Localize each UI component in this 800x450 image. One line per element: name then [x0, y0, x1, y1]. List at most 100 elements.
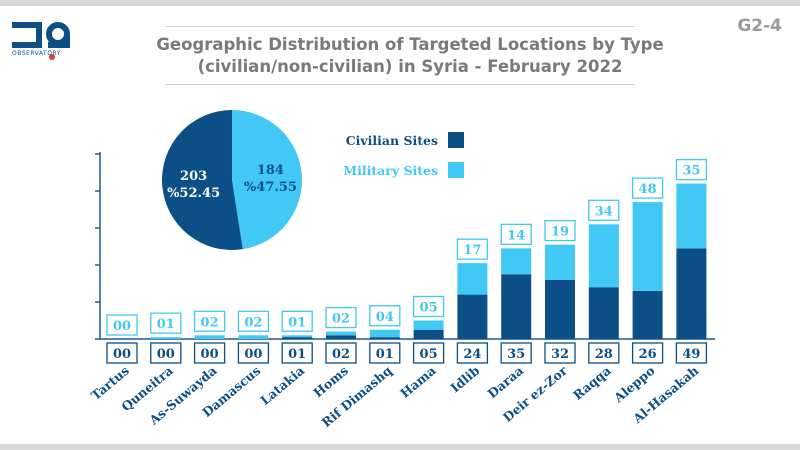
bar-military	[194, 335, 225, 339]
bar-civilian	[457, 294, 488, 339]
bar-civilian	[545, 279, 575, 339]
civilian-data-label: 35	[507, 347, 525, 362]
military-data-label: 01	[157, 317, 175, 332]
bar-civilian	[588, 287, 619, 339]
bar-civilian	[413, 329, 444, 339]
bar-military	[413, 320, 444, 330]
military-data-label: 02	[201, 315, 219, 330]
military-data-label: 17	[463, 243, 481, 258]
bottom-border	[0, 444, 800, 450]
logo-caption: OBSERVATORY	[12, 50, 61, 57]
pie-slice-military	[232, 110, 303, 250]
military-label-box	[237, 310, 270, 332]
bar-military	[326, 331, 356, 336]
pie-slice-civilian	[162, 110, 243, 250]
military-label-box	[412, 295, 445, 318]
civilian-label-box	[325, 342, 357, 364]
bar-military	[676, 183, 707, 249]
bar-civilian	[632, 290, 663, 339]
civilian-data-label: 01	[288, 347, 306, 362]
bar-military	[369, 329, 400, 338]
military-label-box	[281, 310, 313, 332]
legend-label-military: Military Sites	[343, 163, 438, 178]
bar-civilian	[676, 248, 707, 339]
chart-title-line1: Geographic Distribution of Targeted Loca…	[156, 35, 664, 54]
military-data-label: 04	[376, 310, 394, 325]
military-label-box	[544, 219, 576, 242]
military-label-box	[500, 223, 532, 246]
civilian-label-box	[588, 342, 620, 364]
civilian-data-label: 49	[682, 347, 700, 362]
military-data-label: 48	[639, 182, 657, 197]
x-tick-label: Idlib	[448, 363, 483, 396]
x-tick-label: Raqqa	[570, 363, 614, 403]
civilian-label-box	[675, 342, 708, 364]
military-label-box	[631, 177, 664, 199]
civilian-data-label: 28	[595, 347, 613, 362]
civilian-label-box	[631, 342, 664, 364]
bar-civilian	[369, 337, 400, 339]
chart-title: Geographic Distribution of Targeted Loca…	[150, 34, 670, 78]
chart-title-line2: (civilian/non-civilian) in Syria - Febru…	[197, 57, 623, 76]
civilian-data-label: 26	[639, 347, 657, 362]
title-rule-bottom	[165, 84, 635, 85]
civilian-label-box	[500, 342, 532, 364]
military-label-box	[150, 312, 182, 334]
title-rule-top	[165, 26, 635, 27]
bar-military	[150, 337, 181, 339]
legend-swatch-civilian	[448, 132, 464, 148]
civilian-data-label: 02	[332, 347, 350, 362]
civilian-data-label: 32	[551, 347, 569, 362]
chart-code: G2-4	[737, 16, 782, 36]
bar-military	[632, 202, 663, 291]
military-data-label: 02	[332, 312, 350, 327]
legend-swatch-military	[448, 162, 464, 178]
military-data-label: 05	[420, 301, 438, 316]
civilian-label-box	[456, 342, 489, 364]
military-label-box	[675, 158, 708, 181]
bar-military	[501, 248, 532, 275]
military-label-box	[456, 238, 489, 260]
military-label-box	[193, 310, 226, 332]
bar-civilian	[501, 274, 532, 339]
civilian-label-box	[412, 342, 445, 364]
bar-civilian	[282, 337, 313, 339]
civilian-label-box	[544, 342, 576, 364]
bar-military	[238, 335, 269, 339]
civilian-label-box	[281, 342, 313, 364]
x-tick-label: Homs	[310, 363, 351, 400]
military-data-label: 00	[113, 319, 131, 334]
military-data-label: 34	[595, 204, 613, 219]
bar-military	[545, 244, 575, 280]
civilian-label-box	[106, 342, 138, 364]
legend-label-civilian: Civilian Sites	[346, 133, 438, 148]
x-tick-label: Daraa	[485, 363, 527, 401]
military-label-box	[369, 305, 401, 327]
civilian-data-label: 00	[244, 347, 262, 362]
military-data-label: 35	[682, 164, 700, 179]
pie-percent-label: %47.55	[244, 180, 297, 195]
civilian-data-label: 05	[420, 347, 438, 362]
pie-percent-label: %52.45	[167, 186, 220, 201]
civilian-data-label: 00	[157, 347, 175, 362]
civilian-label-box	[193, 342, 226, 364]
military-data-label: 14	[507, 228, 525, 243]
military-label-box	[325, 306, 357, 329]
observatory-logo-icon	[12, 22, 70, 60]
pie-value-label: 203	[180, 169, 207, 184]
x-tick-label: Latakia	[257, 363, 307, 408]
military-label-box	[588, 199, 620, 221]
civilian-label-box	[237, 342, 270, 364]
bar-military	[457, 263, 488, 295]
civilian-label-box	[150, 342, 182, 364]
civilian-data-label: 00	[201, 347, 219, 362]
military-data-label: 01	[288, 315, 306, 330]
top-border	[0, 0, 800, 6]
military-data-label: 19	[551, 225, 569, 240]
civilian-data-label: 00	[113, 347, 131, 362]
bar-military	[588, 224, 619, 288]
x-tick-label: Hama	[397, 363, 438, 401]
civilian-data-label: 01	[376, 347, 394, 362]
military-label-box	[106, 314, 138, 336]
